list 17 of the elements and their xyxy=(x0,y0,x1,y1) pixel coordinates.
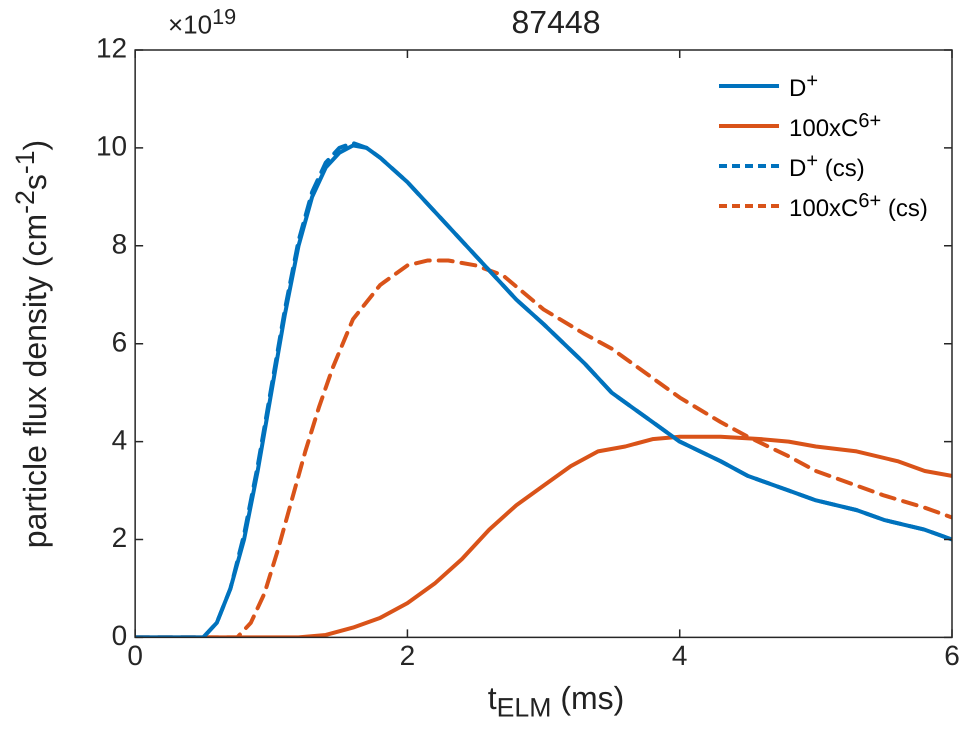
x-tick-label: 4 xyxy=(672,640,688,671)
y-tick-label: 8 xyxy=(112,228,128,260)
y-tick-label: 6 xyxy=(112,326,128,358)
x-tick-label: 2 xyxy=(400,640,416,671)
y-tick-label: 2 xyxy=(112,522,128,554)
legend-label: D$^{+}$ xyxy=(789,70,818,102)
legend-label: D$^{+}$ (cs) xyxy=(789,150,865,182)
x-axis-title: t$_{ELM}$ (ms) xyxy=(486,680,626,724)
y-tick-label: 0 xyxy=(112,620,128,652)
x-tick-label: 6 xyxy=(944,640,960,671)
text: ×10$^{19}$ xyxy=(168,4,236,41)
legend-label: 100xC$^{6+}$ (cs) xyxy=(789,190,928,222)
legend-label: 100xC$^{6+}$ xyxy=(789,110,882,142)
y-tick-label: 4 xyxy=(112,424,128,456)
chart-title: 87448 xyxy=(512,4,600,40)
y-tick-label: 10 xyxy=(96,130,128,162)
y-tick-label: 12 xyxy=(96,32,128,64)
